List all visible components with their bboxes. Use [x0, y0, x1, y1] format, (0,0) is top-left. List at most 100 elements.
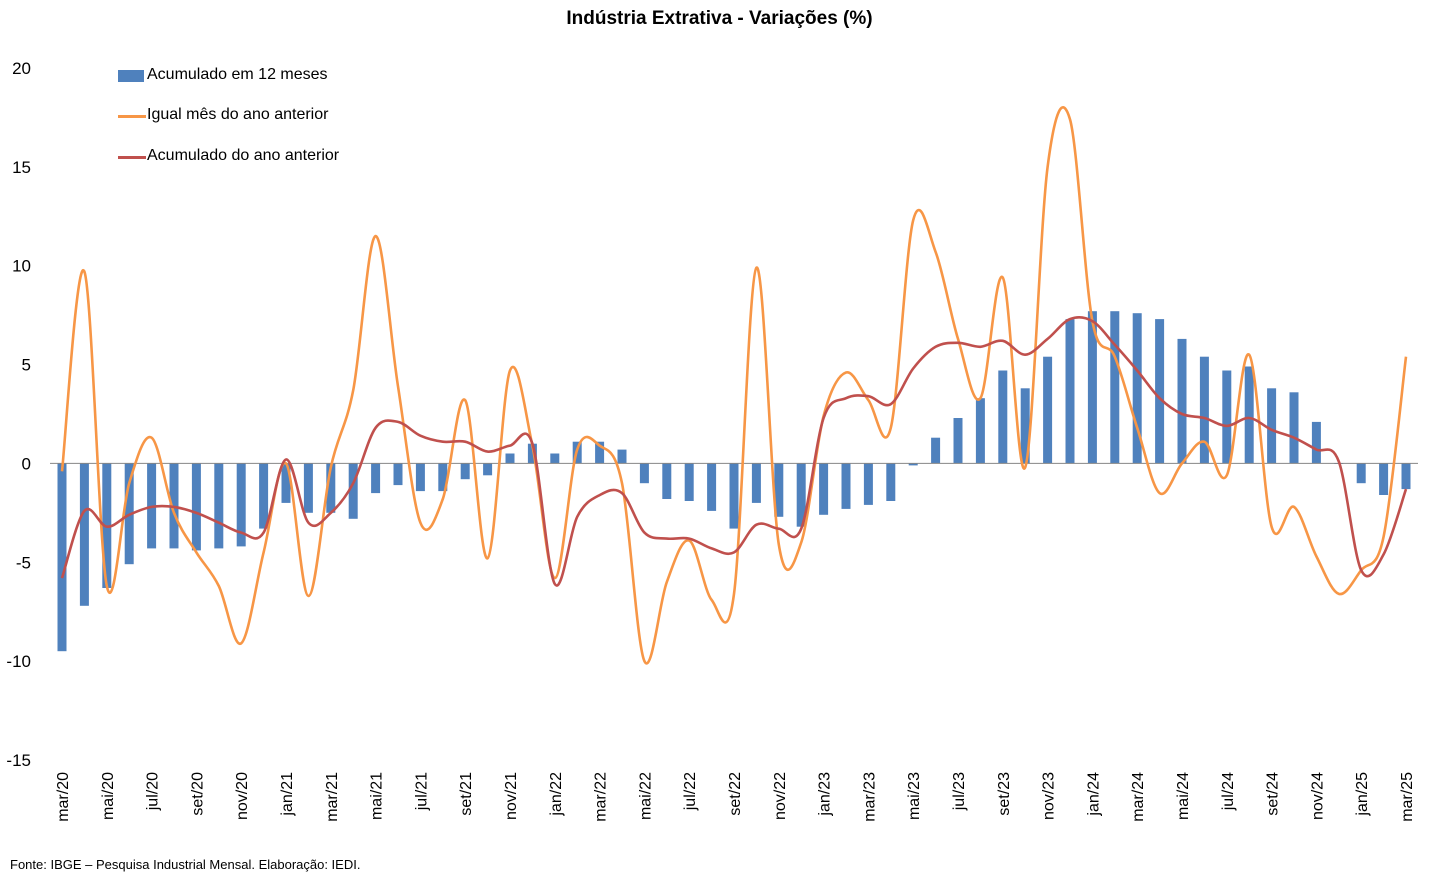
x-tick-label: set/20	[189, 772, 206, 816]
bar-dez-20	[259, 463, 269, 529]
bar-mar-20	[57, 463, 67, 652]
x-tick-label: jul/24	[1220, 772, 1237, 811]
bar-mar-23	[863, 463, 873, 505]
bar-dez-21	[527, 443, 537, 464]
x-tick-label: jan/21	[279, 772, 296, 817]
bar-set-24	[1267, 388, 1277, 464]
x-tick-label: mai/21	[369, 772, 386, 820]
bar-out-21	[483, 463, 493, 476]
x-tick-label: nov/24	[1309, 772, 1326, 820]
x-tick-label: set/21	[458, 772, 475, 816]
line-series-group	[60, 106, 1408, 665]
y-tick-label: 10	[12, 257, 31, 276]
bar-nov-22	[774, 463, 784, 517]
bar-mai-24	[1177, 338, 1187, 464]
legend-label: Acumulado em 12 meses	[147, 66, 328, 83]
bar-jul-22	[684, 463, 694, 501]
bar-set-23	[998, 370, 1008, 464]
bar-mar-21	[326, 463, 336, 513]
bar-mai-23	[908, 463, 918, 466]
bar-abr-22	[617, 449, 627, 464]
bar-ago-22	[707, 463, 717, 511]
y-axis-ticks: 20 15 10 5 0 -5 -10 -15	[6, 59, 31, 770]
x-tick-label: jul/21	[413, 772, 430, 811]
bar-ago-21	[438, 463, 448, 492]
x-tick-label: set/24	[1265, 772, 1282, 816]
bar-out-22	[751, 463, 761, 503]
bar-nov-24	[1311, 421, 1321, 464]
x-tick-label: jul/20	[145, 772, 162, 811]
legend-bar-swatch	[118, 70, 144, 82]
y-tick-label: -10	[6, 652, 31, 671]
bar-nov-21	[505, 453, 515, 464]
bar-mai-22	[639, 463, 649, 484]
x-tick-label: mai/22	[637, 772, 654, 820]
x-tick-label: jul/23	[951, 772, 968, 811]
source-note: Fonte: IBGE – Pesquisa Industrial Mensal…	[10, 857, 361, 872]
line-acumulado-ano-anterior	[60, 315, 1408, 587]
chart-title: Indústria Extrativa - Variações (%)	[566, 8, 873, 29]
bar-jun-21	[393, 463, 403, 486]
x-tick-label: mar/21	[324, 772, 341, 822]
bar-fev-24	[1110, 311, 1120, 464]
y-tick-label: -15	[6, 751, 31, 770]
x-tick-label: mar/24	[1130, 772, 1147, 822]
bar-nov-23	[1043, 356, 1053, 464]
bar-out-20	[214, 463, 224, 549]
bar-mar-24	[1132, 313, 1142, 464]
bar-fev-23	[841, 463, 851, 509]
bar-mar-25	[1401, 463, 1411, 490]
bar-abr-23	[886, 463, 896, 501]
bar-abr-20	[79, 463, 89, 606]
x-tick-label: jan/25	[1354, 772, 1371, 817]
x-tick-label: jan/24	[1085, 772, 1102, 817]
y-tick-label: 5	[22, 356, 31, 375]
bar-fev-21	[303, 463, 313, 513]
bar-jan-24	[1087, 311, 1097, 464]
x-tick-label: nov/20	[234, 772, 251, 820]
bar-jun-24	[1199, 356, 1209, 464]
bar-set-21	[460, 463, 470, 480]
bar-set-20	[191, 463, 201, 551]
x-tick-label: jul/22	[682, 772, 699, 811]
bar-out-23	[1020, 388, 1030, 464]
x-tick-label: mar/22	[593, 772, 610, 822]
legend-line-swatch	[118, 156, 146, 159]
bar-out-24	[1289, 392, 1299, 464]
bar-mai-21	[371, 463, 381, 494]
bar-series-group	[57, 311, 1411, 652]
legend-item-acumulado-12-meses: Acumulado em 12 meses	[118, 66, 438, 86]
bar-jul-24	[1222, 370, 1232, 464]
x-tick-label: mar/25	[1399, 772, 1416, 822]
bar-nov-20	[236, 463, 246, 547]
y-tick-label: -5	[16, 553, 31, 572]
x-tick-label: jan/22	[548, 772, 565, 817]
x-tick-label: set/22	[727, 772, 744, 816]
x-tick-label: mai/24	[1175, 772, 1192, 820]
x-tick-label: mar/20	[55, 772, 72, 822]
bar-abr-24	[1155, 319, 1165, 464]
bar-ago-23	[975, 398, 985, 464]
x-tick-label: mar/23	[861, 772, 878, 822]
bar-jan-21	[281, 463, 291, 503]
bar-jan-23	[819, 463, 829, 515]
legend-line-swatch	[118, 115, 146, 118]
bar-dez-22	[796, 463, 806, 527]
bar-jun-22	[662, 463, 672, 499]
bar-set-22	[729, 463, 739, 529]
x-axis-ticks: mar/20 mai/20 jul/20 set/20 nov/20 jan/21 mar/…	[55, 772, 1416, 822]
line-igual-mes-ano-anterior	[60, 106, 1408, 665]
y-tick-label: 0	[22, 454, 31, 473]
bar-jul-23	[953, 418, 963, 464]
bar-mar-22	[595, 441, 605, 464]
y-tick-label: 15	[12, 158, 31, 177]
bar-jan-22	[550, 453, 560, 464]
bar-abr-21	[348, 463, 358, 519]
x-tick-label: nov/22	[772, 772, 789, 820]
x-tick-label: mai/20	[100, 772, 117, 820]
bar-jan-25	[1356, 463, 1366, 484]
legend-label: Acumulado do ano anterior	[147, 147, 340, 164]
legend-item-igual-mes: Igual mês do ano anterior	[118, 106, 438, 126]
x-tick-label: set/23	[996, 772, 1013, 816]
